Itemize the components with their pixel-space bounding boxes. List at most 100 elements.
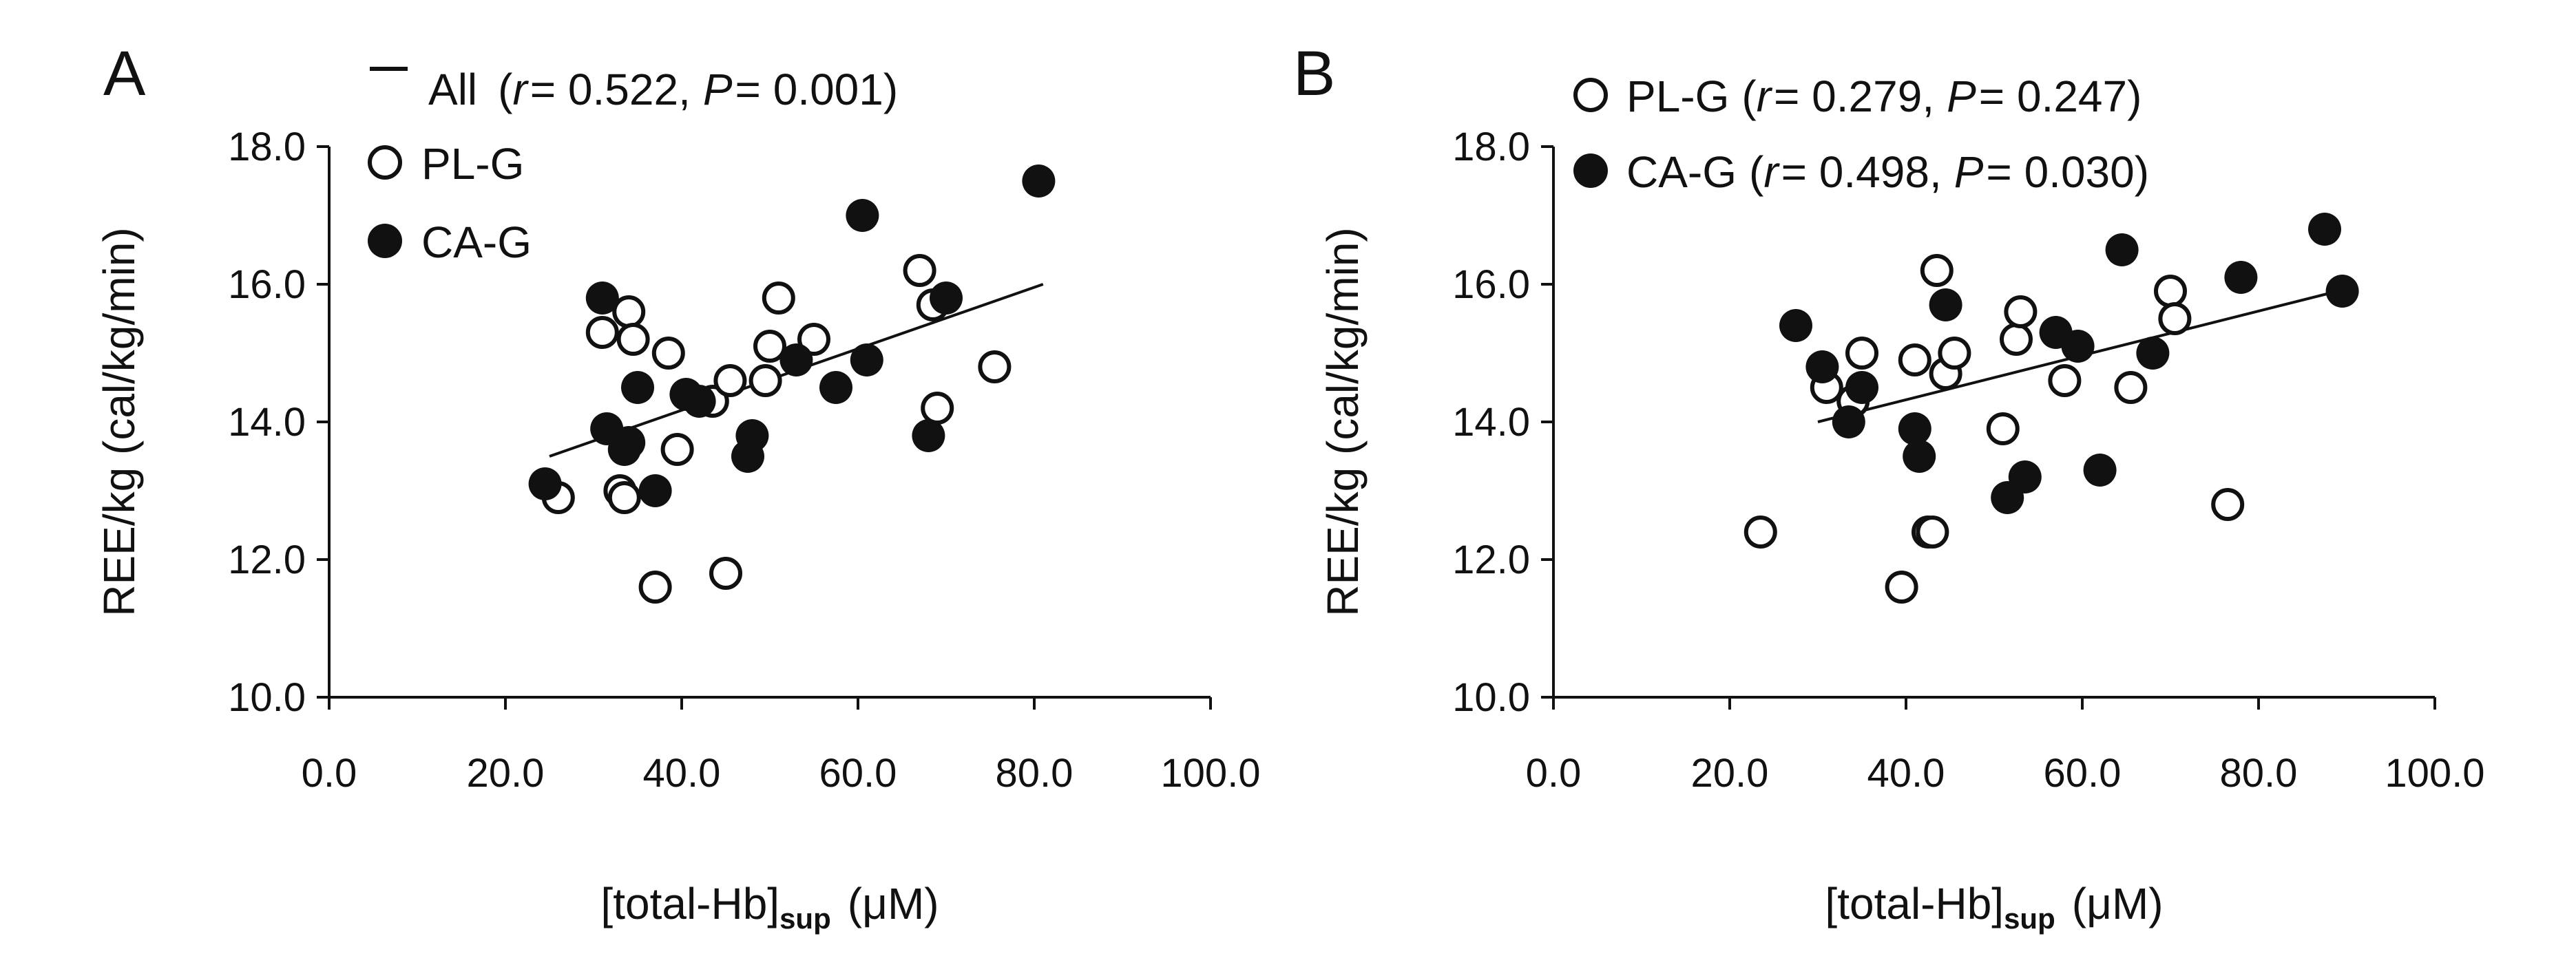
- legend-cag-r-value: = 0.498,: [1781, 147, 1942, 197]
- open-data-point: [616, 323, 650, 356]
- filled-data-point: [2008, 460, 2042, 493]
- filled-data-point: [735, 419, 769, 452]
- panel-a-legend-all-text: All (r= 0.522, P= 0.001): [428, 65, 898, 114]
- panel-b-legend-filled-marker: [1573, 153, 1608, 188]
- open-data-point: [2114, 371, 2148, 404]
- x-tick-label: 20.0: [1691, 751, 1769, 796]
- open-data-point: [1743, 516, 1777, 549]
- open-data-point: [1916, 516, 1949, 549]
- x-tick-label: 60.0: [2044, 751, 2122, 796]
- open-data-point: [2000, 323, 2033, 356]
- legend-plg-r-label: r: [1757, 72, 1773, 121]
- x-tick-label: 40.0: [1867, 751, 1945, 796]
- panel-b-legend-plg-text: PL-G (r= 0.279, P= 0.247): [1626, 72, 2142, 121]
- panel-b-y-axis-title: REE/kg (cal/kg/min): [1318, 227, 1368, 616]
- panel-a-legend-filled-marker: [368, 224, 402, 258]
- y-tick-label: 16.0: [228, 262, 306, 307]
- y-tick-label: 14.0: [228, 400, 306, 445]
- y-tick-label: 10.0: [1452, 675, 1530, 720]
- x-tick-label: 100.0: [1160, 751, 1260, 796]
- legend-all-r-label: r: [512, 65, 529, 114]
- filled-data-point: [528, 467, 562, 500]
- panel-a-legend-plg: PL-G: [421, 139, 524, 189]
- x-tick-label: 100.0: [2385, 751, 2484, 796]
- open-data-point: [1920, 254, 1954, 287]
- panel-b-x-ticks: 0.0 20.0 40.0 60.0 80.0 100.0: [1526, 697, 2485, 796]
- panel-b: B 10.0 12.0 14.0 16.0 18.0 0.0 20.0 40.0 60.0 80…: [1293, 39, 2485, 935]
- legend-plg-p-label: P: [1947, 72, 1976, 121]
- legend-cag-open-paren: (: [1749, 147, 1763, 197]
- open-data-point: [607, 481, 641, 514]
- panel-b-x-title-sub: sup: [2004, 902, 2055, 935]
- panel-a-legend-open-marker: [368, 145, 402, 180]
- x-tick-label: 0.0: [302, 751, 357, 796]
- filled-data-point: [1832, 405, 1865, 438]
- open-data-point: [748, 364, 782, 397]
- panel-b-letter: B: [1293, 39, 1335, 109]
- panel-b-x-title-main: [total-Hb]: [1825, 879, 2004, 928]
- filled-data-point: [2224, 261, 2258, 294]
- legend-cag-r-label: r: [1763, 147, 1780, 197]
- open-data-point: [1986, 412, 2020, 445]
- y-tick-label: 18.0: [1452, 125, 1530, 169]
- panel-a-letter: A: [103, 39, 146, 109]
- open-data-point: [2154, 275, 2187, 308]
- y-tick-label: 12.0: [1452, 538, 1530, 582]
- open-data-point: [2004, 295, 2038, 328]
- y-tick-label: 16.0: [1452, 262, 1530, 307]
- open-data-point: [1938, 337, 1971, 370]
- x-tick-label: 0.0: [1526, 751, 1582, 796]
- panel-a-data-points: [528, 164, 1056, 604]
- open-data-point: [612, 295, 646, 328]
- panel-a-legend-cag: CA-G: [421, 217, 532, 267]
- panel-b-legend-cag-text: CA-G (r= 0.498, P= 0.030): [1626, 147, 2149, 197]
- filled-data-point: [1898, 412, 1931, 445]
- filled-data-point: [846, 199, 879, 232]
- filled-data-point: [2083, 454, 2117, 487]
- panel-a-x-title-sub: sup: [779, 902, 831, 935]
- y-tick-label: 14.0: [1452, 400, 1530, 445]
- filled-data-point: [1845, 371, 1878, 404]
- filled-data-point: [850, 343, 883, 376]
- open-data-point: [660, 433, 694, 466]
- filled-data-point: [2105, 233, 2139, 266]
- filled-data-point: [779, 343, 813, 376]
- panel-a-y-ticks: 10.0 12.0 14.0 16.0 18.0: [228, 125, 329, 720]
- legend-all-open-paren: (: [498, 65, 512, 114]
- open-data-point: [1898, 343, 1931, 376]
- open-data-point: [2048, 364, 2082, 397]
- legend-plg-r-value: = 0.279,: [1774, 72, 1934, 121]
- panel-b-data-points: [1743, 213, 2359, 604]
- open-data-point: [978, 350, 1012, 383]
- x-tick-label: 60.0: [819, 751, 897, 796]
- open-data-point: [753, 330, 786, 363]
- filled-data-point: [2136, 337, 2170, 370]
- filled-data-point: [2308, 213, 2341, 246]
- legend-plg-open-paren: (: [1741, 72, 1756, 121]
- legend-cag-name: CA-G: [1626, 147, 1737, 197]
- y-tick-label: 12.0: [228, 538, 306, 582]
- filled-data-point: [912, 419, 945, 452]
- open-data-point: [713, 364, 747, 397]
- x-tick-label: 40.0: [643, 751, 721, 796]
- legend-cag-p-label: P: [1954, 147, 1984, 197]
- open-data-point: [1845, 337, 1878, 370]
- panel-a-x-axis-title: [total-Hb]sup (μM): [600, 879, 939, 935]
- filled-data-point: [1779, 309, 1812, 342]
- panel-b-x-axis-title: [total-Hb]sup (μM): [1825, 879, 2163, 935]
- x-tick-label: 80.0: [996, 751, 1074, 796]
- open-data-point: [585, 316, 619, 349]
- open-data-point: [903, 254, 936, 287]
- open-data-point: [651, 337, 685, 370]
- filled-data-point: [585, 282, 619, 315]
- legend-plg-p-value: = 0.247): [1979, 72, 2142, 121]
- panel-a-x-title-main: [total-Hb]: [600, 879, 779, 928]
- open-data-point: [1885, 571, 1918, 604]
- filled-data-point: [2061, 330, 2095, 363]
- filled-data-point: [638, 474, 672, 507]
- open-data-point: [762, 282, 795, 315]
- panel-b-y-ticks: 10.0 12.0 14.0 16.0 18.0: [1452, 125, 1553, 720]
- open-data-point: [797, 323, 830, 356]
- filled-data-point: [1805, 350, 1839, 383]
